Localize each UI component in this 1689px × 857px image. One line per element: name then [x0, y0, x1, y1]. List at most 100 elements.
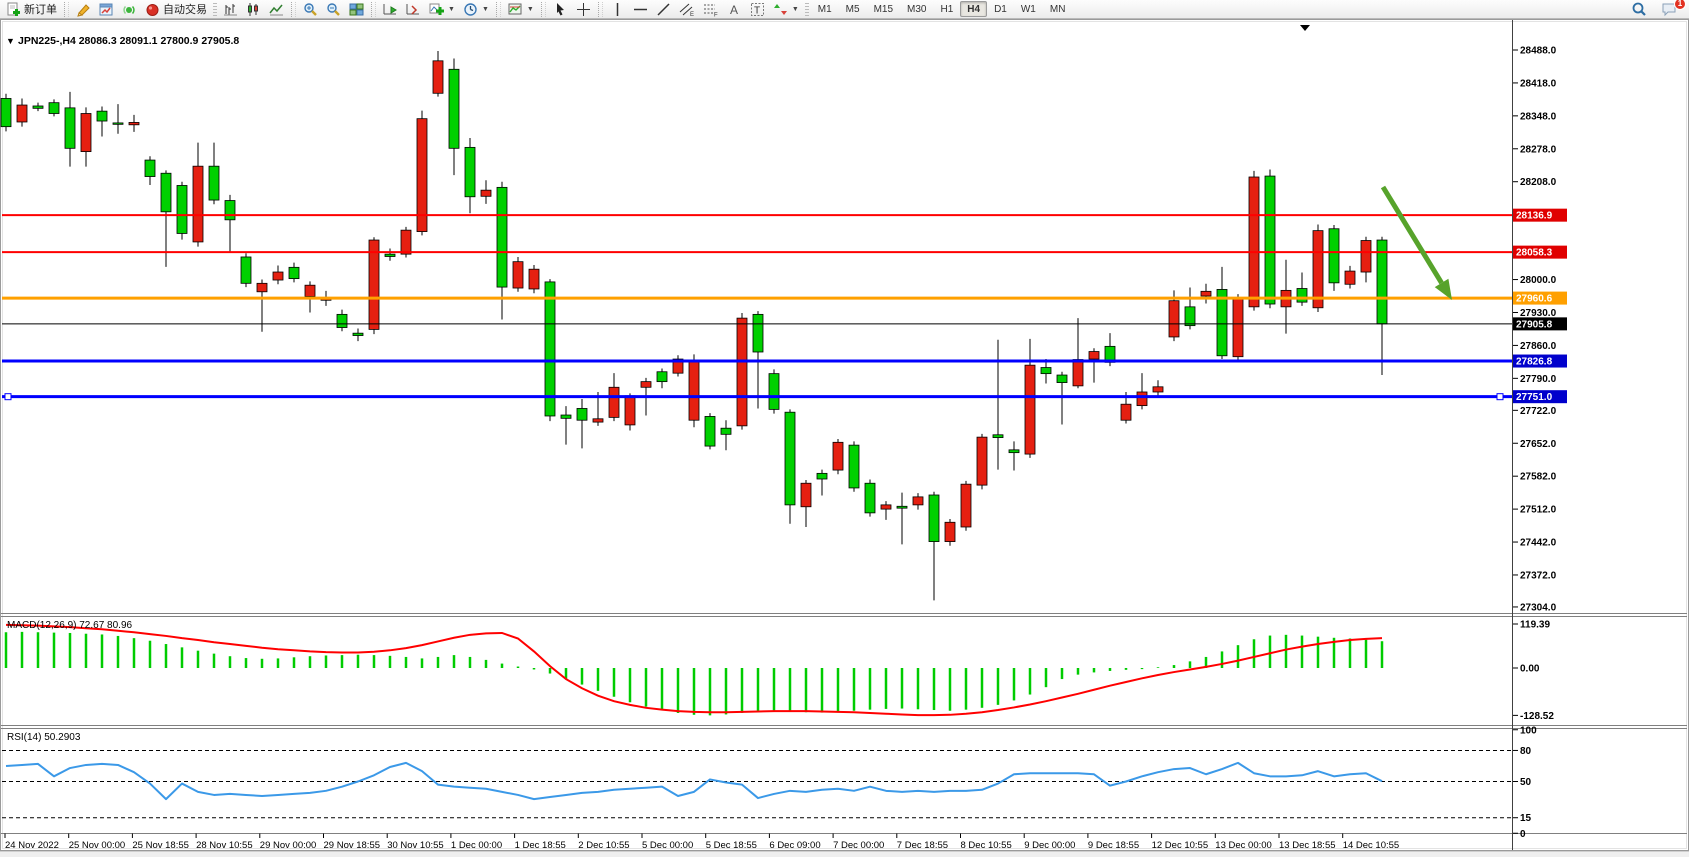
svg-text:27304.0: 27304.0 [1520, 602, 1557, 613]
svg-text:28488.0: 28488.0 [1520, 46, 1557, 57]
svg-text:14 Dec 10:55: 14 Dec 10:55 [1343, 840, 1400, 851]
template-icon [508, 2, 523, 17]
svg-text:29 Nov 18:55: 29 Nov 18:55 [324, 840, 381, 851]
zoom-out-button[interactable] [322, 1, 345, 18]
auto-scroll-button[interactable] [379, 1, 402, 18]
tile-windows-button[interactable] [345, 1, 368, 18]
timeframe-m30-button[interactable]: M30 [907, 4, 927, 15]
svg-text:27652.0: 27652.0 [1520, 439, 1557, 450]
autotrading-button[interactable]: 自动交易 [141, 1, 211, 18]
svg-text:27930.0: 27930.0 [1520, 308, 1557, 319]
crosshair-button[interactable] [572, 1, 595, 18]
price-line-tag [1513, 208, 1567, 222]
search-button[interactable] [1627, 1, 1651, 18]
svg-text:29 Nov 00:00: 29 Nov 00:00 [260, 840, 317, 851]
rsi-line [5, 761, 1383, 801]
tile-windows-icon [349, 2, 364, 17]
price-line-tag [1513, 390, 1567, 404]
timeframe-m15-button[interactable]: M15 [873, 4, 894, 15]
line-handle[interactable] [4, 393, 12, 401]
arrows-icon [773, 2, 788, 17]
fibonacci-button[interactable]: F [699, 1, 723, 18]
add-indicator-button[interactable]: ▼ [425, 1, 459, 18]
arrows-button[interactable]: ▼ [769, 1, 803, 18]
zoom-in-icon [303, 2, 318, 17]
price-line-tag [1513, 291, 1567, 305]
price-axis[interactable]: 28488.0 28418.0 28348.0 28278.0 28208.0 28000… [1513, 46, 1567, 614]
horizontal-line-button[interactable] [629, 1, 652, 18]
zoom-out-icon [326, 2, 341, 17]
rsi-panel: RSI(14) 50.2903 100 80 50 15 0 [2, 725, 1537, 840]
svg-text:1 Dec 00:00: 1 Dec 00:00 [451, 840, 502, 851]
svg-text:9 Dec 00:00: 9 Dec 00:00 [1024, 840, 1075, 851]
auto-scroll-icon [383, 2, 398, 17]
macd-signal-line [5, 623, 1383, 717]
svg-text:T: T [754, 5, 760, 16]
zoom-in-button[interactable] [299, 1, 322, 18]
trendline-button[interactable] [652, 1, 675, 18]
chart-shift-button[interactable] [402, 1, 425, 18]
chart-title: ▼ JPN225-,H4 28086.3 28091.1 27800.9 2790… [6, 35, 239, 47]
text-button[interactable]: A [723, 1, 746, 18]
text-a-icon: A [727, 2, 742, 17]
cursor-button[interactable] [549, 1, 572, 18]
svg-text:28278.0: 28278.0 [1520, 144, 1557, 155]
timeframe-group: M1 M5 M15 M30 H1 H4 D1 W1 MN [811, 1, 1073, 17]
toolbar-grip [804, 2, 809, 16]
toolbar-separator [371, 1, 376, 17]
line-chart-type-button[interactable] [265, 1, 288, 18]
svg-text:28208.0: 28208.0 [1520, 177, 1557, 188]
timeframe-h4-button[interactable]: H4 [960, 1, 988, 17]
timeframe-d1-button[interactable]: D1 [994, 4, 1007, 15]
templates-button[interactable]: ▼ [504, 1, 538, 18]
rsi-label: RSI(14) 50.2903 [7, 732, 81, 743]
vertical-line-button[interactable] [606, 1, 629, 18]
bar-chart-type-button[interactable] [219, 1, 242, 18]
timeframe-m1-button[interactable]: M1 [817, 4, 832, 15]
chart-window-inner-frame [2, 21, 1687, 849]
toolbar-separator [495, 1, 501, 17]
price-line-tag [1513, 245, 1567, 259]
svg-text:24 Nov 2022: 24 Nov 2022 [5, 840, 59, 851]
periods-button[interactable]: ▼ [459, 1, 493, 18]
timeframe-h1-button[interactable]: H1 [940, 4, 954, 15]
svg-text:F: F [714, 12, 718, 17]
chart-shift-marker[interactable] [1300, 25, 1310, 31]
toolbar-right-group: 1 [1627, 0, 1687, 18]
chart-canvas[interactable]: 28488.0 28418.0 28348.0 28278.0 28208.0 28000… [0, 19, 1689, 852]
svg-text:27905.8: 27905.8 [1516, 319, 1553, 330]
svg-text:5 Dec 00:00: 5 Dec 00:00 [642, 840, 693, 851]
line-chart-icon [269, 2, 284, 17]
crosshair-icon [576, 2, 591, 17]
toolbar-separator [597, 1, 603, 17]
timeframe-w1-button[interactable]: W1 [1020, 4, 1036, 15]
channel-button[interactable]: E [675, 1, 699, 18]
new-order-button[interactable]: 新订单 [2, 1, 61, 18]
signal-button[interactable] [118, 1, 141, 18]
time-axis[interactable]: 24 Nov 2022 25 Nov 00:00 25 Nov 18:55 28 No… [4, 833, 1400, 852]
svg-text:50: 50 [1520, 777, 1532, 788]
chart-window-button[interactable] [95, 1, 118, 18]
text-label-button[interactable]: T [746, 1, 769, 18]
trend-arrow-annotation[interactable] [1380, 185, 1452, 300]
crayon-button[interactable] [72, 1, 95, 18]
timeframe-m5-button[interactable]: M5 [845, 4, 860, 15]
svg-text:9 Dec 18:55: 9 Dec 18:55 [1088, 840, 1139, 851]
line-handle[interactable] [1496, 393, 1504, 401]
window-bottom-strip [0, 851, 1689, 857]
svg-text:13 Dec 18:55: 13 Dec 18:55 [1279, 840, 1336, 851]
fibonacci-icon: F [703, 2, 719, 17]
trendline-icon [656, 2, 671, 17]
svg-text:13 Dec 00:00: 13 Dec 00:00 [1215, 840, 1272, 851]
macd-panel: MACD(12,26,9) 72.67 80.96 119.39 0.00 -128.… [4, 619, 1554, 722]
toolbar-separator [291, 1, 296, 17]
autotrading-icon [145, 2, 160, 17]
notifications-button[interactable]: 1 [1657, 0, 1686, 18]
timeframe-mn-button[interactable]: MN [1049, 4, 1066, 15]
svg-text:27960.6: 27960.6 [1516, 294, 1553, 305]
candlestick-type-button[interactable] [242, 1, 265, 18]
price-line-tag [1513, 354, 1567, 368]
macd-label: MACD(12,26,9) 72.67 80.96 [7, 620, 133, 631]
candles-layer [0, 50, 1388, 601]
